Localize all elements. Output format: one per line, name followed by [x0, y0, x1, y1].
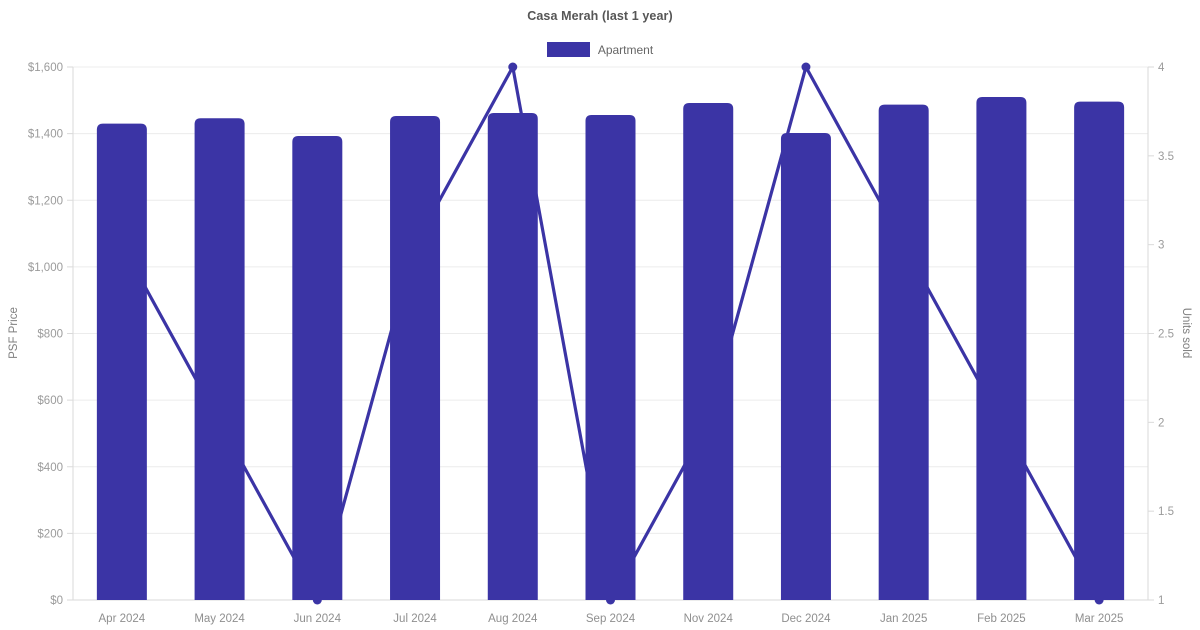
legend-item-apartment[interactable]: Apartment	[546, 42, 654, 57]
bar-feb-2025[interactable]	[976, 96, 1027, 600]
bar-jul-2024[interactable]	[390, 115, 441, 601]
bar-apr-2024[interactable]	[96, 123, 147, 600]
x-axis-label-jun-2024: Jun 2024	[294, 613, 342, 625]
bar-dec-2024[interactable]	[780, 132, 831, 601]
right-axis-tick-label: 2.5	[1158, 329, 1174, 341]
left-axis-tick-label: $400	[37, 462, 63, 474]
left-axis-tick-label: $1,000	[28, 262, 63, 274]
bar-may-2024[interactable]	[194, 118, 245, 601]
bar-aug-2024[interactable]	[487, 112, 538, 600]
x-axis-label-dec-2024: Dec 2024	[781, 613, 831, 625]
right-axis-tick-label: 2	[1158, 417, 1164, 429]
left-axis-tick-label: $1,400	[28, 129, 63, 141]
left-axis-tick-label: $600	[37, 395, 63, 407]
legend-swatch	[546, 42, 590, 57]
x-axis-label-mar-2025: Mar 2025	[1075, 613, 1124, 625]
right-axis-tick-label: 4	[1158, 62, 1165, 74]
x-axis-label-jul-2024: Jul 2024	[393, 613, 437, 625]
legend: Apartment	[0, 42, 1200, 57]
line-point-aug-2024[interactable]	[508, 62, 518, 72]
bar-jan-2025[interactable]	[878, 104, 929, 600]
right-axis-tick-label: 1	[1158, 595, 1164, 607]
x-axis-label-feb-2025: Feb 2025	[977, 613, 1026, 625]
x-axis-label-sep-2024: Sep 2024	[586, 613, 636, 625]
left-axis-tick-label: $1,200	[28, 195, 63, 207]
bar-jun-2024[interactable]	[292, 135, 343, 600]
bar-mar-2025[interactable]	[1074, 101, 1125, 601]
x-axis-label-jan-2025: Jan 2025	[880, 613, 927, 625]
left-axis-tick-label: $200	[37, 528, 63, 540]
x-axis-label-apr-2024: Apr 2024	[99, 613, 146, 625]
left-axis-tick-label: $800	[37, 329, 63, 341]
x-axis-label-nov-2024: Nov 2024	[684, 613, 734, 625]
bar-nov-2024[interactable]	[683, 102, 734, 600]
chart-title: Casa Merah (last 1 year)	[527, 9, 673, 23]
right-axis-tick-label: 3	[1158, 240, 1164, 252]
left-axis-tick-label: $1,600	[28, 62, 63, 74]
right-axis-tick-label: 3.5	[1158, 151, 1174, 163]
x-axis-label-may-2024: May 2024	[194, 613, 245, 625]
line-point-dec-2024[interactable]	[801, 62, 811, 72]
left-axis-tick-label: $0	[50, 595, 63, 607]
right-axis-tick-label: 1.5	[1158, 506, 1174, 518]
bar-sep-2024[interactable]	[585, 114, 636, 600]
right-axis-title: Units sold	[1180, 307, 1192, 359]
x-axis-label-aug-2024: Aug 2024	[488, 613, 538, 625]
legend-label: Apartment	[597, 42, 654, 57]
left-axis-title: PSF Price	[8, 307, 20, 359]
